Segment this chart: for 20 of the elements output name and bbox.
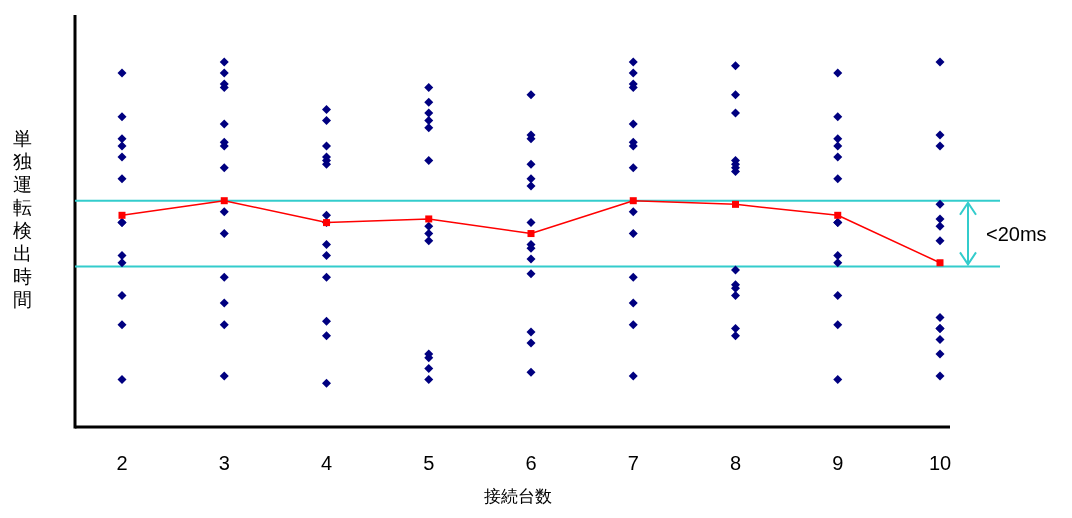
x-tick-label: 6 — [525, 452, 537, 474]
x-tick-label: 3 — [218, 452, 230, 474]
x-tick-label: 9 — [832, 452, 844, 474]
x-axis-title: 接続台数 — [483, 487, 552, 506]
x-tick-label: 4 — [320, 452, 333, 474]
x-tick-label: 5 — [423, 452, 435, 474]
point — [629, 197, 637, 205]
point — [834, 211, 842, 219]
point — [118, 211, 126, 219]
point — [425, 215, 433, 223]
point — [220, 197, 228, 205]
x-tick-label: 7 — [627, 452, 639, 474]
x-tick-label: 2 — [116, 452, 128, 474]
point — [732, 200, 739, 208]
y-axis-title: 単独運転検出時間 — [12, 127, 32, 310]
x-tick-label: 10 — [928, 452, 952, 474]
point — [527, 230, 535, 238]
x-tick-label: 8 — [729, 452, 742, 474]
point — [936, 259, 944, 267]
annotation: <20ms — [986, 222, 1047, 245]
